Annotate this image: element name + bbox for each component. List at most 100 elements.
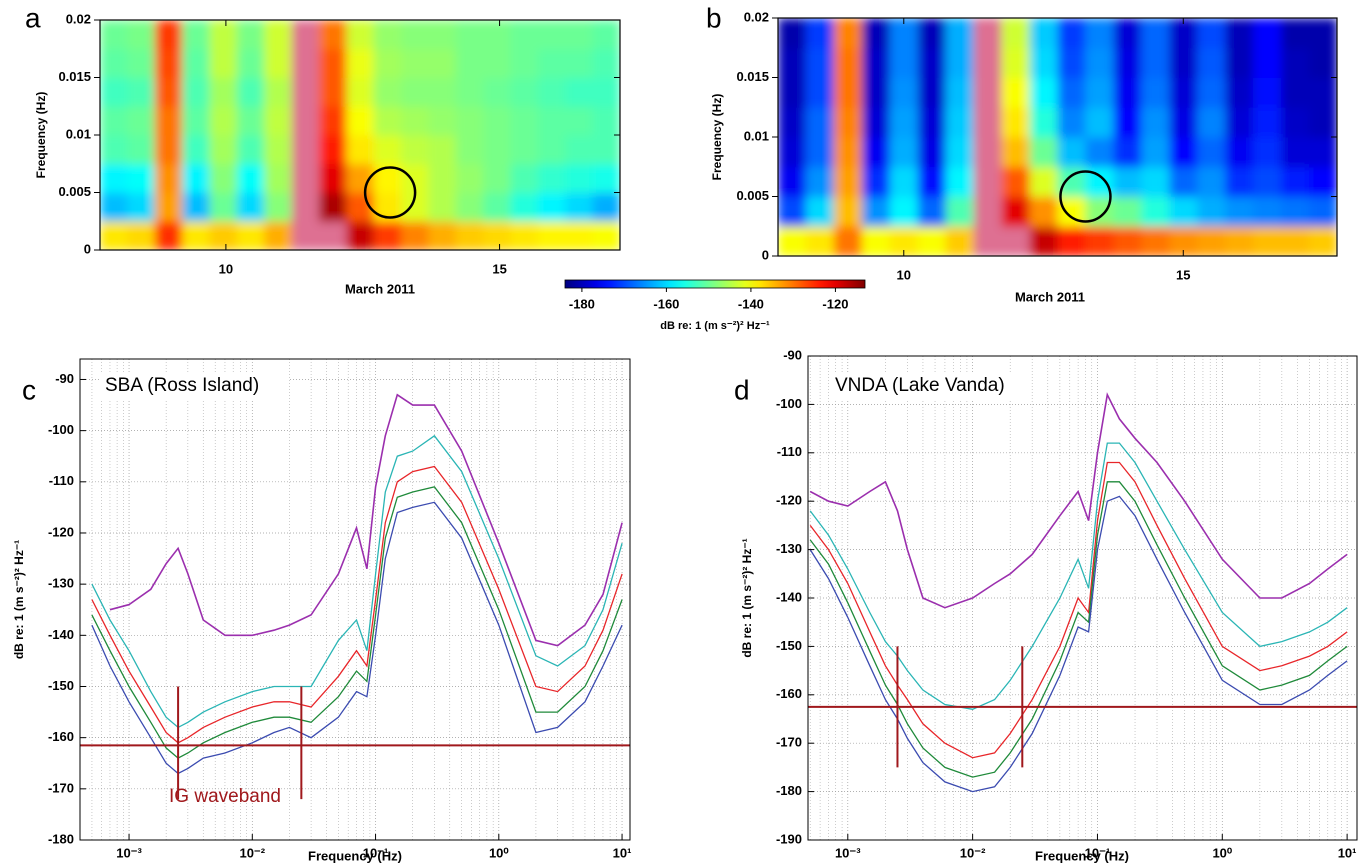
heat-cell [1309,47,1337,78]
heat-cell [1029,107,1058,138]
heat-cell [209,135,238,165]
heat-cell [1029,137,1058,168]
heat-cell [127,20,156,50]
heat-cell [1197,18,1226,49]
heat-cell [346,77,375,107]
heat-cell [917,137,947,168]
heat-cell [1253,166,1282,197]
heat-cell [209,163,238,193]
heat-cell [973,137,1003,168]
lines [91,393,623,775]
heat-cell [973,226,1003,256]
heat-cell [236,48,265,78]
heat-cell [483,192,512,222]
heat-cell [917,107,947,138]
heat-cell [778,77,807,108]
heat-cell [917,226,947,256]
heat-cell [805,107,835,138]
heat-cell [1197,196,1226,227]
heat-cell [1197,77,1226,108]
heat-cell [1281,18,1310,49]
heat-cell [917,18,947,49]
heat-cell [100,221,128,250]
y-tick-label: -130 [776,541,802,556]
heat-cell [1029,18,1058,49]
heat-cell [318,106,347,136]
heat-cell [318,20,347,50]
y-tick-label: -180 [776,783,802,798]
heat-cell [1253,196,1282,227]
heat-cell [1057,137,1086,168]
heat-cell [1169,107,1198,138]
heat-cell [889,137,919,168]
heat-cell [291,48,320,78]
heat-cell [483,106,512,136]
heat-cell [1001,166,1031,197]
heat-cell [1085,77,1114,108]
heat-cell [1001,107,1031,138]
heat-cell [1001,196,1031,227]
colorbar-tick-label: -140 [738,296,764,311]
y-tick-label: -110 [777,444,802,459]
heat-cell [236,135,265,165]
heat-cell [592,192,620,222]
heat-cell [127,106,156,136]
heat-cell [510,106,539,136]
heat-cell [236,106,265,136]
heat-cell [833,18,863,49]
heat-cell [1001,226,1031,256]
heatmap [100,20,620,250]
heat-cell [209,48,238,78]
y-tick-label: -160 [776,686,802,701]
colorbar-tick-label: -120 [822,296,848,311]
heat-cell [1057,107,1086,138]
highlight-circle [363,166,417,219]
heat-cell [1253,226,1282,256]
heat-cell [510,20,539,50]
heat-cell [154,77,183,107]
heat-cell [537,106,566,136]
heat-cell [182,77,210,107]
heat-cell [455,48,484,78]
heat-cell [100,135,128,165]
heat-cell [1141,196,1170,227]
y-axis-title: Frequency (Hz) [34,92,48,179]
heat-cell [1225,137,1254,168]
heat-cell [1225,196,1254,227]
heat-cell [565,106,594,136]
heat-cell [833,47,863,78]
heat-cell [401,48,429,78]
heat-cell [291,106,320,136]
heat-cell [428,221,457,250]
heat-cell [182,20,210,50]
heat-cell [778,137,807,168]
heat-cell [1281,226,1310,256]
heat-cell [592,77,620,107]
heat-cell [182,221,210,250]
heat-cell [1057,47,1086,78]
heat-cell [346,135,375,165]
heat-cell [1141,137,1170,168]
heat-cell [428,48,457,78]
heat-cell [154,48,183,78]
psd-line [809,495,1348,793]
heat-cell [1309,226,1337,256]
heat-cell [1281,137,1310,168]
heat-cell [1057,77,1086,108]
heat-cell [100,48,128,78]
heat-cell [154,106,183,136]
heat-cell [1085,18,1114,49]
heat-cell [1253,107,1282,138]
heat-cell [805,77,835,108]
heat-cell [805,166,835,197]
y-tick-label: -100 [48,422,74,437]
psd-line [809,481,1348,778]
heat-cell [1113,47,1142,78]
heat-cell [401,135,429,165]
heat-cell [455,77,484,107]
y-tick-label: -170 [48,780,74,795]
heat-cell [1029,226,1058,256]
heat-cell [236,20,265,50]
heat-cell [889,77,919,108]
heat-cell [917,196,947,227]
